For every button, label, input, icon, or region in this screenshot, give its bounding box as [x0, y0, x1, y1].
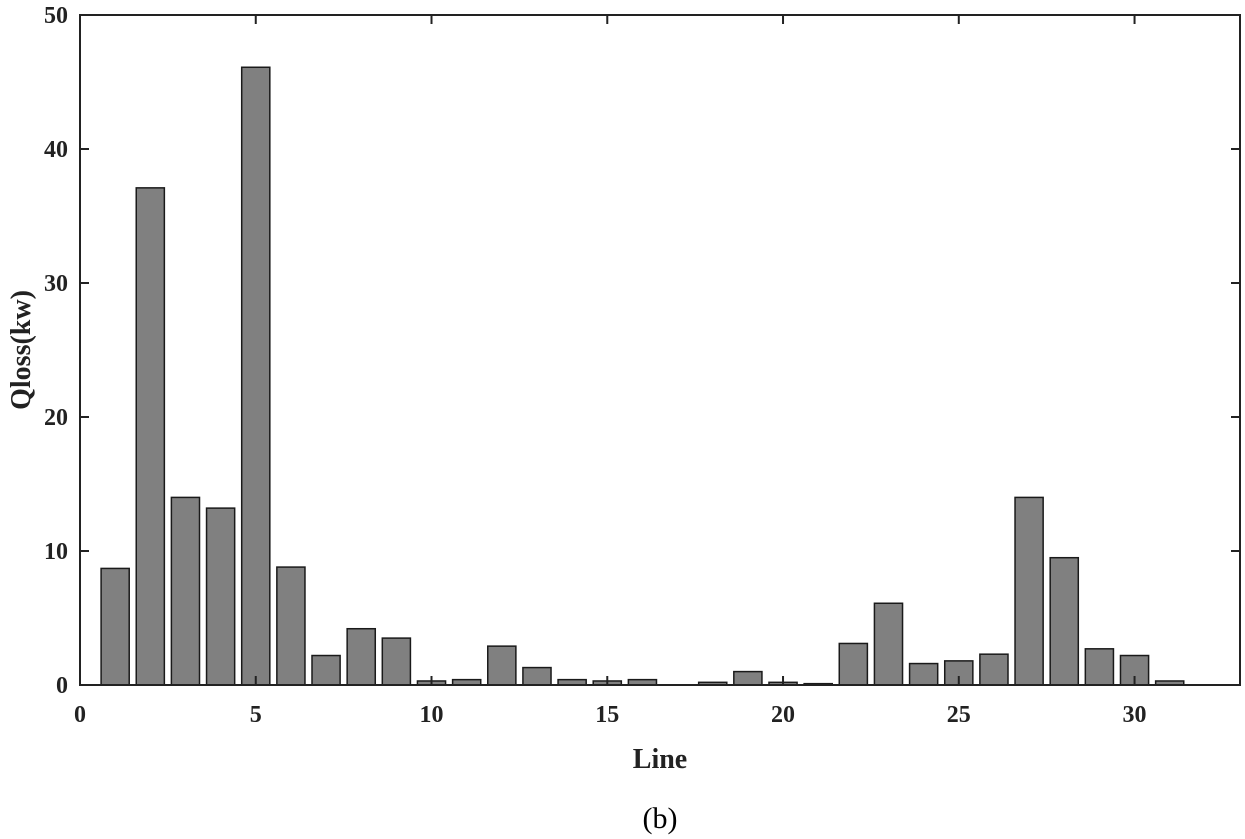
axis-ticks-group — [79, 14, 1240, 686]
bar-line-9 — [381, 637, 412, 686]
x-tick-label-20: 20 — [771, 702, 795, 728]
x-tick-label-0: 0 — [74, 702, 86, 728]
bar-line-24 — [908, 662, 939, 686]
bar-line-5 — [240, 66, 271, 686]
bar-line-19 — [733, 670, 763, 686]
bar-line-8 — [346, 627, 377, 686]
y-tick-label-20: 20 — [44, 405, 68, 431]
bar-line-7 — [311, 654, 341, 686]
bar-line-1 — [100, 567, 130, 686]
y-tick-label-30: 30 — [44, 271, 68, 297]
bar-line-23 — [873, 602, 904, 686]
x-tick-label-15: 15 — [595, 702, 619, 728]
y-axis-title: Qloss(kw) — [6, 290, 37, 410]
y-tick-label-40: 40 — [44, 137, 68, 163]
x-tick-label-5: 5 — [250, 702, 262, 728]
bar-line-2 — [135, 187, 166, 686]
bar-line-13 — [522, 666, 552, 686]
x-tick-label-30: 30 — [1123, 702, 1147, 728]
bar-line-28 — [1049, 556, 1080, 686]
bar-line-27 — [1014, 496, 1044, 686]
figure-caption: (b) — [643, 802, 678, 835]
bar-line-3 — [170, 496, 201, 686]
y-tick-label-50: 50 — [44, 3, 68, 29]
bar-line-29 — [1084, 648, 1115, 686]
x-tick-label-10: 10 — [420, 702, 444, 728]
plot-area-frame — [79, 14, 1241, 686]
x-axis-title: Line — [633, 744, 687, 775]
y-tick-label-10: 10 — [44, 539, 68, 565]
bar-line-26 — [979, 653, 1009, 686]
tick-labels-group: 0 5 10 15 20 25 30 0 10 20 30 40 50 — [44, 3, 1147, 728]
bar-line-4 — [205, 507, 236, 686]
bar-line-12 — [487, 645, 517, 686]
bar-line-6 — [276, 566, 306, 686]
bar-line-22 — [838, 642, 869, 686]
bars-group — [100, 66, 1185, 686]
y-tick-label-0: 0 — [56, 673, 68, 699]
x-tick-label-25: 25 — [947, 702, 971, 728]
